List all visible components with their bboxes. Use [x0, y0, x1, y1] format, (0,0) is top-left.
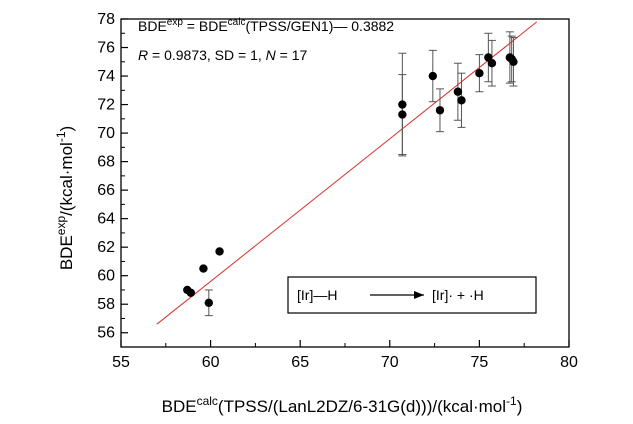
- x-tick-label: 65: [291, 354, 309, 371]
- x-tick-label: 60: [202, 354, 220, 371]
- y-label-unit-sup: -1: [54, 131, 68, 142]
- stats-annotation: R = 0.9873, SD = 1, N = 17: [138, 47, 308, 63]
- stats-r-label: R: [138, 47, 148, 63]
- y-tick-label: 76: [97, 40, 115, 57]
- stats-r-value: = 0.9873, SD = 1,: [148, 47, 266, 63]
- equation-annotation: BDEexp = BDEcalc(TPSS/GEN1)— 0.3882: [138, 17, 394, 34]
- plot-frame: [120, 18, 570, 348]
- y-tick-label: 58: [97, 296, 115, 313]
- x-label-end: ): [517, 397, 523, 416]
- x-axis-label: BDEcalc(TPSS/(LanL2DZ/6-31G(d)))/(kcal·m…: [162, 394, 523, 416]
- data-point: [428, 71, 438, 81]
- y-label-rest: /(kcal·mol: [57, 142, 76, 216]
- y-label-main: BDE: [57, 235, 76, 270]
- y-label-end: ): [57, 126, 76, 132]
- equation-rhs: (TPSS/GEN1)— 0.3882: [245, 18, 394, 34]
- y-tick-label: 64: [97, 211, 115, 228]
- data-point: [435, 106, 445, 115]
- data-point: [453, 87, 463, 96]
- y-axis-label: BDEexp/(kcal·mol-1): [54, 126, 76, 270]
- x-tick-label: 70: [381, 354, 399, 371]
- y-tick-label: 78: [97, 11, 115, 28]
- data-points: [183, 53, 518, 307]
- tick-labels: 55 60 65 70 75 80 56 58 60 62 64 66 68 70 72 74 76 78: [97, 11, 578, 371]
- y-tick-label: 70: [97, 125, 115, 142]
- x-tick-label: 80: [560, 354, 578, 371]
- data-point: [199, 264, 208, 273]
- reaction-reactant: [Ir]—H: [297, 287, 337, 303]
- data-point: [487, 59, 497, 68]
- x-label-sup: calc: [197, 394, 218, 408]
- y-label-sup: exp: [54, 216, 68, 236]
- data-point: [457, 96, 466, 105]
- equation-lhs: BDE: [138, 18, 167, 34]
- x-tick-label: 55: [112, 354, 130, 371]
- data-point: [215, 247, 224, 256]
- equation-eq: = BDE: [183, 18, 228, 34]
- y-tick-label: 66: [97, 182, 115, 199]
- y-tick-label: 62: [97, 239, 115, 256]
- reaction-box: [Ir]—H [Ir]· + ·H: [287, 276, 537, 314]
- data-point: [398, 100, 407, 109]
- axis-ticks: [120, 18, 570, 347]
- stats-n-value: = 17: [276, 47, 308, 63]
- data-point: [204, 298, 214, 307]
- data-point: [509, 57, 518, 66]
- y-tick-label: 60: [97, 268, 115, 285]
- error-bars: [204, 31, 518, 317]
- y-tick-label: 68: [97, 154, 115, 171]
- y-tick-label: 72: [97, 97, 115, 114]
- x-label-main: BDE: [162, 397, 197, 416]
- x-tick-label: 75: [471, 354, 489, 371]
- x-label-rest: (TPSS/(LanL2DZ/6-31G(d)))/(kcal·mol: [218, 397, 506, 416]
- y-tick-label: 56: [97, 325, 115, 342]
- equation-lhs-sup: exp: [167, 17, 184, 28]
- stats-n-label: N: [266, 47, 277, 63]
- data-point: [398, 110, 407, 119]
- reaction-product: [Ir]· + ·H: [432, 287, 484, 303]
- fit-line: [156, 21, 538, 325]
- y-tick-label: 74: [97, 68, 115, 85]
- equation-rhs-sup: calc: [228, 17, 246, 28]
- data-point: [186, 288, 196, 298]
- data-point: [475, 68, 484, 78]
- x-label-unit-sup: -1: [506, 394, 517, 408]
- reaction-arrow-head: [414, 291, 424, 299]
